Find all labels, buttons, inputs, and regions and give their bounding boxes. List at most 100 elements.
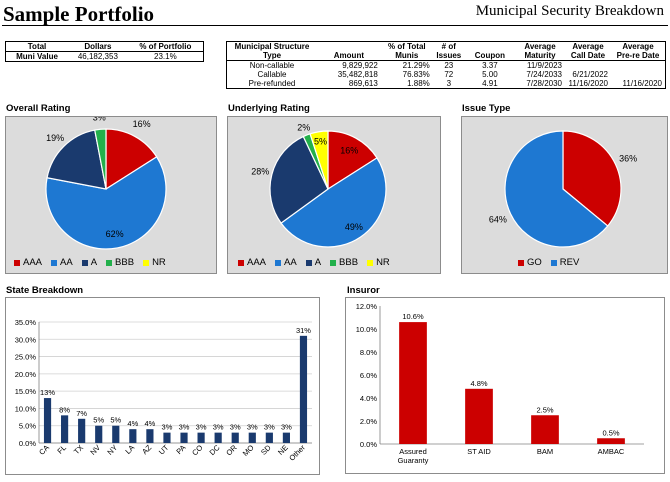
bar-other [299, 335, 308, 443]
x-tick-label: AZ [140, 443, 153, 456]
data-label: 2.5% [536, 405, 553, 414]
amount-header: Amount [317, 41, 381, 61]
avg-prere-header: Average Pre-re Date [611, 41, 666, 61]
state-breakdown-chart: 0.0% 5.0% 10.0% 15.0% 20.0% 25.0% 30.0% 35.0% 13… [15, 318, 312, 463]
issue-type-legend: GO REV [518, 257, 579, 268]
bar-la [129, 429, 137, 443]
legend-item-aa: AA [51, 257, 73, 268]
pie-label-bbb: 2% [297, 123, 310, 133]
issue-type-title: Issue Type [462, 103, 511, 114]
bar-az [146, 429, 154, 443]
table-cell [565, 61, 611, 71]
data-label: 3% [196, 423, 207, 432]
pie-label-nr: 5% [314, 137, 327, 147]
legend-item-nr: NR [143, 257, 166, 268]
overall-rating-title: Overall Rating [6, 103, 71, 114]
legend-item-aaa: AAA [238, 257, 266, 268]
x-tick-label: SD [259, 443, 273, 457]
table-cell [611, 61, 666, 71]
legend-item-bbb: BBB [106, 257, 134, 268]
y-tick-label: 12.0% [356, 302, 378, 311]
overall-rating-panel: 16% 62% 19% 3% AAA AA A BBB NR [5, 112, 217, 274]
y-tick-label: 30.0% [15, 335, 37, 344]
table-row: Non-callable 9,829,922 21.29% 23 3.37 11… [227, 61, 666, 71]
legend-label: AAA [247, 257, 267, 268]
legend-item-nr: NR [367, 257, 390, 268]
legend-swatch [106, 259, 113, 266]
data-label: 31% [296, 326, 311, 335]
data-label: 5% [93, 416, 104, 425]
x-tick-label: ST AID [467, 447, 491, 456]
pie-slice-a [269, 135, 329, 224]
x-tick-label: Other [287, 443, 307, 463]
pct-portfolio-header: % of Portfolio [127, 41, 204, 52]
x-tick-label: Assured [399, 447, 427, 456]
coupon-header: Coupon [464, 41, 515, 61]
pie-label-a: 19% [46, 133, 64, 143]
x-tick-label: CO [190, 443, 204, 457]
pie-label-a: 28% [251, 167, 269, 177]
legend-label: BBB [115, 257, 135, 268]
pie-label-aa: 62% [106, 229, 124, 239]
state-breakdown-panel: 0.0% 5.0% 10.0% 15.0% 20.0% 25.0% 30.0% 35.0% 13… [5, 297, 320, 475]
legend-swatch [143, 259, 150, 266]
data-label: 10.6% [402, 312, 424, 321]
table-cell: Pre-refunded [248, 79, 296, 88]
pie-slice-aa [45, 156, 167, 250]
bar-ambac [597, 438, 625, 444]
table-cell: Callable [257, 70, 287, 79]
data-label: 3% [264, 423, 275, 432]
data-label: 5% [110, 416, 121, 425]
legend-swatch [518, 259, 524, 266]
x-tick-label: LA [123, 443, 136, 456]
pie-label-bbb: 3% [93, 117, 106, 122]
pie-slice-nr [309, 130, 329, 190]
legend-label: AA [284, 257, 297, 268]
bar-ny [112, 425, 120, 443]
y-tick-label: 0.0% [19, 439, 36, 448]
bar-nv [95, 425, 103, 443]
dollars-header: Dollars [68, 41, 128, 52]
page-title: Sample Portfolio [3, 2, 155, 26]
data-label: 4% [144, 419, 155, 428]
avg-maturity-header: Average Maturity [515, 41, 565, 61]
bar-ut [163, 432, 171, 443]
data-label: 3% [213, 423, 224, 432]
insuror-panel: 0.0% 2.0% 4.0% 6.0% 8.0% 10.0% 12.0% 10.6% Assur… [345, 297, 665, 474]
table-row: Callable 35,482,818 76.83% 72 5.00 7/24/… [227, 70, 666, 79]
pie-label-go: 36% [619, 153, 637, 163]
pie-slice-go [562, 130, 622, 227]
legend-swatch [238, 259, 244, 266]
y-tick-label: 4.0% [360, 394, 377, 403]
table-cell: 72 [444, 70, 454, 79]
pie-slice-aaa [105, 128, 158, 191]
underlying-rating-panel: 16% 49% 28% 2% 5% AAA AA A BBB NR [227, 116, 441, 274]
total-header: Total [5, 41, 69, 52]
data-label: 3% [230, 423, 241, 432]
legend-swatch [305, 259, 312, 266]
y-tick-label: 0.0% [360, 440, 377, 449]
pie-slice-aa [280, 157, 387, 248]
legend-label: BBB [339, 257, 359, 268]
pie-label-rev: 64% [489, 215, 507, 225]
table-cell: 9,829,922 [342, 61, 378, 70]
bar-fl [61, 415, 69, 443]
table-cell: 6/21/2022 [572, 70, 608, 79]
table-cell: 23 [444, 61, 454, 70]
state-breakdown-title: State Breakdown [6, 285, 84, 296]
structure-type-header: Municipal Structure Type [226, 41, 317, 61]
y-tick-label: 8.0% [360, 348, 377, 357]
issues-header: # of Issues [432, 41, 465, 61]
legend-swatch [367, 259, 374, 266]
data-label: 3% [179, 423, 190, 432]
legend-item-aaa: AAA [14, 257, 42, 268]
x-tick-label: NY [105, 443, 119, 457]
data-label: 0.5% [602, 428, 619, 437]
legend-label: NR [376, 257, 390, 268]
bar-ne [282, 432, 290, 443]
x-tick-label: CA [37, 443, 51, 457]
insuror-chart: 0.0% 2.0% 4.0% 6.0% 8.0% 10.0% 12.0% 10.6% Assur… [356, 302, 644, 465]
bar-st-aid [465, 388, 493, 444]
issue-type-panel: 36% 64% GO REV [461, 116, 668, 274]
legend-item-go: GO [518, 257, 542, 268]
